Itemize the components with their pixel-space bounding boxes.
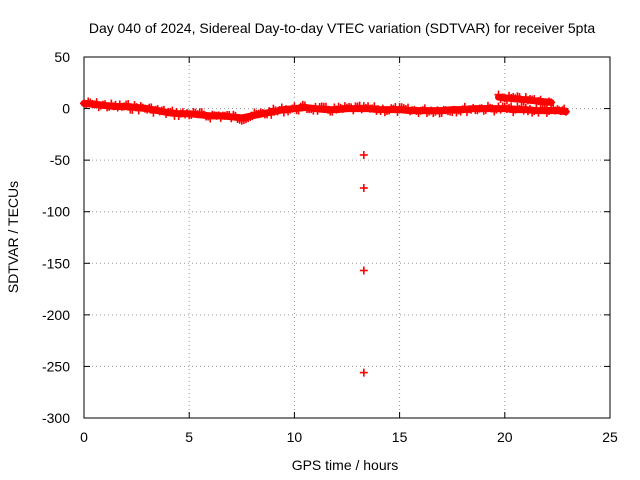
outlier-point (359, 150, 368, 159)
y-axis-label: SDTVAR / TECUs (5, 181, 21, 293)
x-tick-label: 5 (185, 429, 193, 445)
axis-ticks: 0 5 10 15 20 25 50 0 -50 -100 -150 -200 -250 -300 (42, 49, 618, 445)
series-point (147, 103, 156, 112)
series-point (328, 107, 337, 116)
x-tick-label: 15 (392, 429, 408, 445)
y-tick-label: -200 (42, 307, 70, 323)
x-tick-label: 20 (497, 429, 513, 445)
data-points (80, 90, 570, 377)
series-point (460, 102, 469, 111)
series-point (481, 105, 490, 114)
series-point (494, 90, 503, 99)
outlier-point (359, 183, 368, 192)
y-tick-label: -100 (42, 204, 70, 220)
series-point (134, 106, 143, 115)
x-tick-label: 0 (80, 429, 88, 445)
outlier-point (359, 266, 368, 275)
y-tick-label: -150 (42, 255, 70, 271)
y-tick-label: -250 (42, 358, 70, 374)
y-tick-label: 0 (62, 101, 70, 117)
x-tick-label: 25 (602, 429, 618, 445)
series-point (267, 110, 276, 119)
y-tick-label: 50 (54, 49, 70, 65)
x-axis-label: GPS time / hours (292, 457, 399, 473)
y-tick-label: -50 (50, 152, 70, 168)
series-point (168, 106, 177, 115)
plot-frame (83, 56, 611, 419)
series-point (124, 100, 133, 109)
series-point (547, 98, 556, 107)
series-point (159, 105, 168, 114)
outlier-point (359, 368, 368, 377)
grid (84, 57, 610, 418)
series-point (502, 96, 511, 105)
series-point (393, 107, 402, 116)
chart-title: Day 040 of 2024, Sidereal Day-to-day VTE… (89, 20, 596, 36)
series-point (277, 103, 286, 112)
series-point (519, 97, 528, 106)
series-point (420, 104, 429, 113)
series-point (370, 102, 379, 111)
series-point (561, 107, 570, 116)
series-point (92, 98, 101, 107)
x-tick-label: 10 (287, 429, 303, 445)
y-tick-label: -300 (42, 410, 70, 426)
